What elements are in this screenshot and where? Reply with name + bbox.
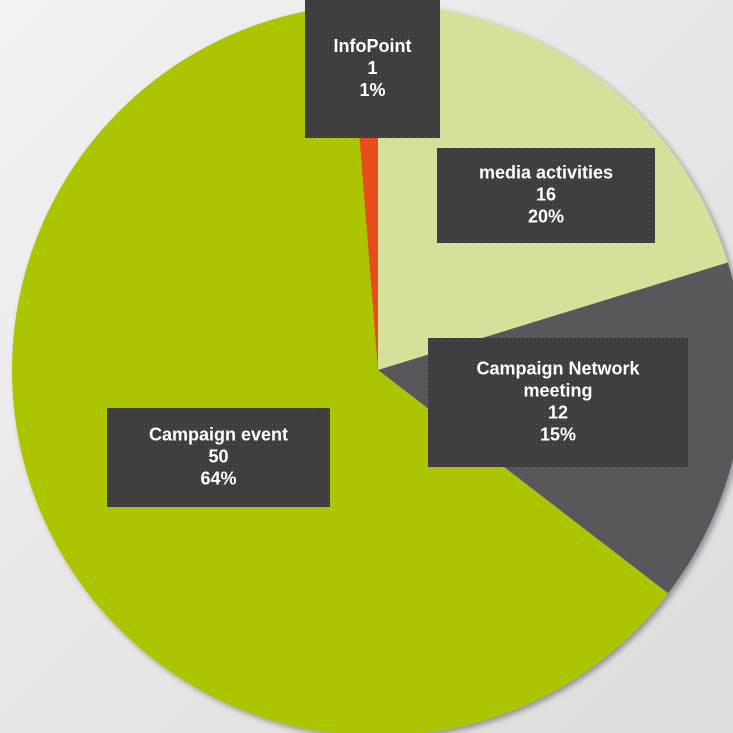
- percent-label: 64%: [200, 468, 236, 488]
- label-box: [305, 0, 440, 138]
- label-box: [437, 148, 655, 243]
- category-label: Campaign event: [149, 424, 288, 444]
- category-label: media activities: [479, 162, 613, 182]
- pie-slice: [12, 5, 668, 733]
- label-box: [428, 338, 688, 467]
- value-label: 1: [367, 58, 377, 78]
- percent-label: 15%: [540, 424, 576, 444]
- category-label: Campaign Network meeting: [476, 358, 640, 400]
- value-label: 50: [208, 446, 228, 466]
- percent-label: 20%: [528, 206, 564, 226]
- value-label: 12: [548, 402, 568, 422]
- percent-label: 1%: [359, 80, 385, 100]
- label-box: [107, 408, 330, 507]
- category-label: InfoPoint: [334, 36, 412, 56]
- value-label: 16: [536, 184, 556, 204]
